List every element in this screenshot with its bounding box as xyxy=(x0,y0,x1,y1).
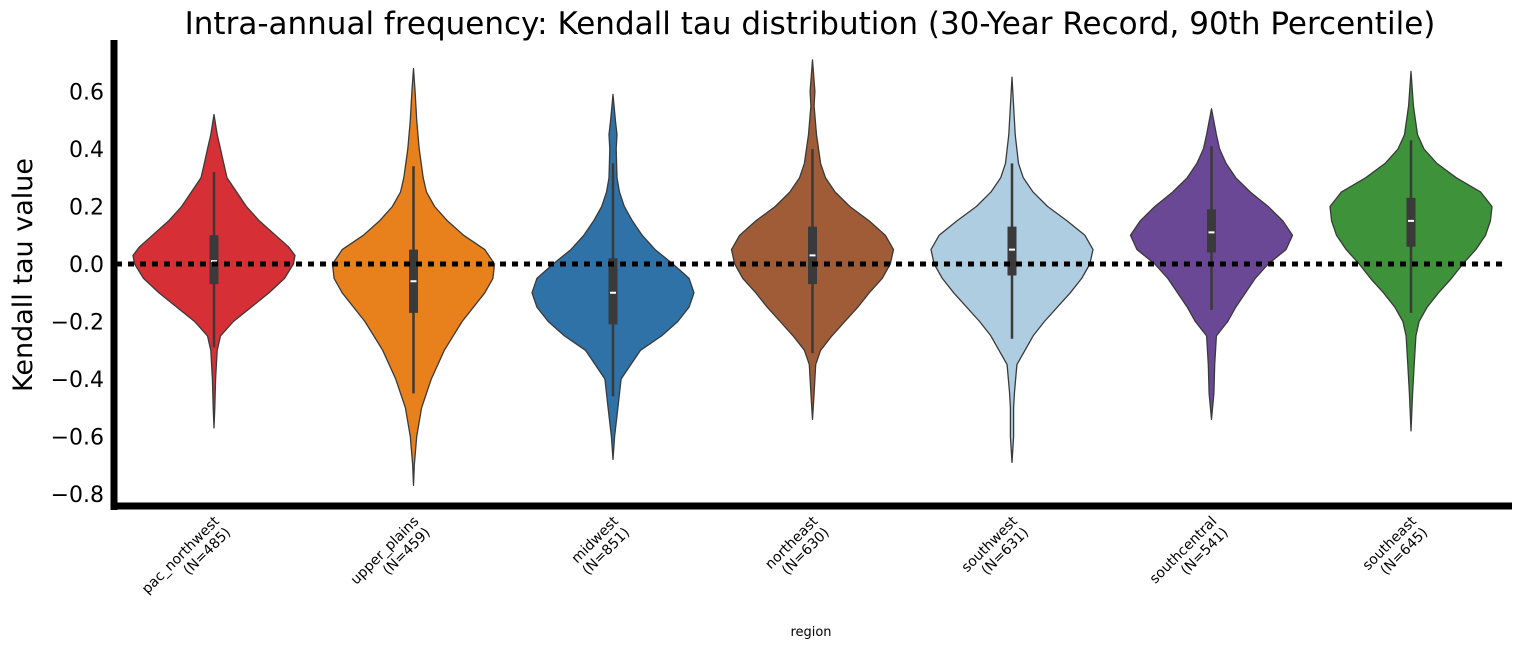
x-tick-label-pac_northwest: pac_northwest(N=485) xyxy=(139,513,234,597)
y-tick-label: −0.2 xyxy=(51,311,104,336)
violin-group xyxy=(132,59,1493,487)
violin-midwest xyxy=(531,93,695,461)
y-axis-ticks: −0.8 −0.6 −0.4 −0.2 0.0 0.2 0.4 0.6 xyxy=(51,81,104,509)
violin-iqr-box xyxy=(209,235,219,285)
x-axis-label: region xyxy=(790,625,831,640)
chart-title: Intra-annual frequency: Kendall tau dist… xyxy=(185,6,1436,42)
violin-iqr-box xyxy=(1007,226,1017,276)
x-tick-label-northeast: northeast(N=630) xyxy=(762,513,832,578)
y-tick-label: −0.6 xyxy=(51,426,104,451)
violin-southwest xyxy=(930,76,1094,464)
violin-iqr-box xyxy=(1207,209,1216,253)
x-tick-label-midwest: midwest(N=851) xyxy=(569,513,634,578)
y-tick-label: 0.6 xyxy=(69,81,104,106)
x-tick-label-southwest: southwest(N=631) xyxy=(959,513,1033,578)
y-axis-label: Kendall tau value xyxy=(8,158,39,392)
y-tick-label: 0.0 xyxy=(69,253,104,278)
violin-pac_northwest xyxy=(132,113,296,429)
violin-northeast xyxy=(730,59,895,420)
y-tick-label: −0.8 xyxy=(51,483,104,508)
x-tick-label-southcentral: southcentral(N=541) xyxy=(1147,514,1232,588)
violin-southeast xyxy=(1329,70,1493,432)
y-tick-label: 0.4 xyxy=(69,138,104,163)
x-tick-label-upper_plains: upper_plains(N=459) xyxy=(348,514,434,589)
x-tick-label-southeast: southeast(N=645) xyxy=(1360,513,1431,578)
violin-iqr-box xyxy=(1406,197,1416,247)
y-tick-label: 0.2 xyxy=(69,196,104,221)
violin-iqr-box xyxy=(608,258,618,325)
violin-upper_plains xyxy=(331,67,496,487)
x-axis-ticks: pac_northwest(N=485) upper_plains(N=459) m… xyxy=(139,513,1431,597)
y-tick-label: −0.4 xyxy=(51,368,104,393)
